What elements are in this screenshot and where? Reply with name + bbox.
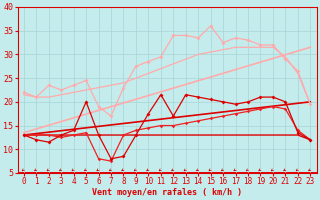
X-axis label: Vent moyen/en rafales ( km/h ): Vent moyen/en rafales ( km/h ) [92, 188, 242, 197]
